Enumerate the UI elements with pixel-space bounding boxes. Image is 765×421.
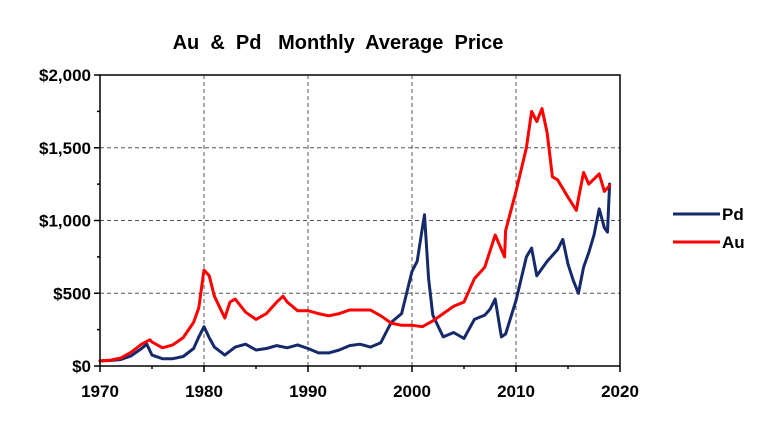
y-tick-label: $0 <box>72 357 91 376</box>
x-tick-label: 2010 <box>497 382 535 401</box>
x-tick-label: 1980 <box>185 382 223 401</box>
axes <box>94 74 621 372</box>
grid <box>100 75 620 366</box>
legend: Pd Au <box>673 205 745 252</box>
x-tick-label: 1990 <box>289 382 327 401</box>
y-tick-label: $1,000 <box>39 212 91 231</box>
y-tick-label: $2,000 <box>39 66 91 85</box>
y-tick-label: $500 <box>53 284 91 303</box>
x-tick-label: 1970 <box>81 382 119 401</box>
x-tick-label: 2020 <box>601 382 639 401</box>
legend-label-pd: Pd <box>722 205 744 224</box>
series-line-au <box>98 107 612 363</box>
y-tick-label: $1,500 <box>39 139 91 158</box>
tick-labels: 1970 1980 1990 2000 2010 2020 $0 $500 $1,000 $1,5… <box>39 66 639 401</box>
chart-title: Au & Pd Monthly Average Price <box>173 32 504 54</box>
series-line-pd <box>98 182 612 363</box>
legend-label-au: Au <box>722 233 745 252</box>
series-layer <box>98 107 612 363</box>
x-tick-label: 2000 <box>393 382 431 401</box>
